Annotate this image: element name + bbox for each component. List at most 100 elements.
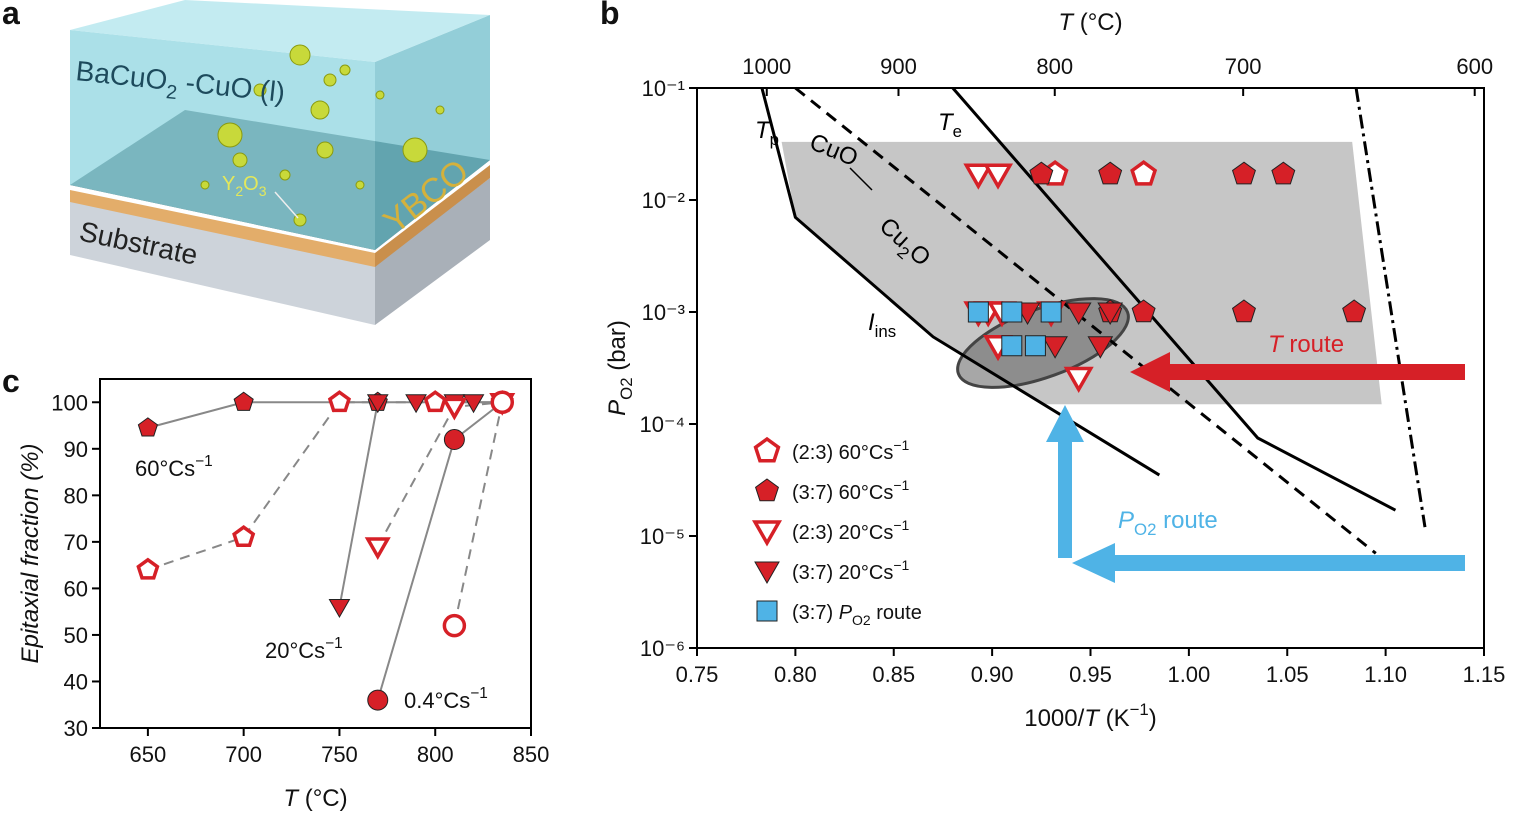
marker [967, 301, 989, 323]
particles [200, 44, 445, 227]
y-axis-label: PO2 (bar) [604, 320, 636, 416]
text-part: −1 [893, 517, 909, 533]
annotation: 20°Cs−1 [265, 635, 343, 663]
x-tick-label: 0.90 [971, 662, 1014, 687]
text-part: −1 [893, 437, 909, 453]
arrow [1130, 352, 1465, 392]
marker [137, 417, 158, 437]
y-tick-label: 60 [64, 576, 88, 601]
x-tick-label: 0.80 [774, 662, 817, 687]
annotation: Tp [755, 117, 779, 149]
text-part: −1 [470, 685, 488, 702]
text-part: O2 [852, 612, 871, 628]
text-part: (3:7) 20°Cs [792, 562, 893, 584]
marker [1231, 161, 1256, 185]
arrow [1046, 405, 1084, 558]
y-tick-label: 90 [64, 437, 88, 462]
annotation: 60°Cs−1 [135, 453, 213, 481]
x-tick-label: 1.05 [1266, 662, 1309, 687]
arrow [1072, 543, 1465, 583]
x-tick-label: 0.85 [872, 662, 915, 687]
text-part: P [1118, 507, 1134, 534]
substrate-front [70, 200, 375, 325]
series-line [376, 401, 503, 548]
text-part: −1 [1130, 700, 1149, 719]
illustration [70, 0, 490, 325]
curve [951, 87, 1397, 512]
text-part: (K [1099, 705, 1130, 732]
marker [1087, 336, 1114, 359]
panel-label: a [2, 0, 20, 31]
text-part: ) [1149, 705, 1157, 732]
text-part: T [938, 109, 955, 136]
buffer-front [70, 190, 375, 267]
text-part: P [839, 602, 853, 624]
marker [983, 163, 1014, 190]
x-tick-label: 1.15 [1463, 662, 1506, 687]
marker [328, 599, 351, 619]
marker [963, 163, 994, 190]
text-part: 60°Cs [135, 456, 195, 481]
text-part: T [283, 785, 300, 812]
x-axis-label: 1000/T (K−1) [1024, 700, 1157, 732]
text-part: T [1058, 9, 1075, 36]
marker [1098, 161, 1123, 185]
y-tick-label: 30 [64, 716, 88, 741]
text-part: O2 [1134, 520, 1156, 539]
series-line [338, 401, 503, 608]
y-axis-label: Epitaxial fraction (%) [17, 443, 44, 663]
marker [366, 394, 389, 414]
curve [1354, 87, 1427, 528]
x2-tick-label: 900 [880, 54, 917, 79]
marker [1271, 161, 1296, 185]
y-tick-label: 10⁻¹ [642, 76, 685, 101]
text-part: (°C) [1073, 9, 1123, 36]
marker [1040, 301, 1062, 323]
y-tick-label: 10⁻⁶ [640, 636, 685, 661]
text-part: (2:3) 20°Cs [792, 522, 893, 544]
x-tick-label: 1.00 [1167, 662, 1210, 687]
annotation: T route [1268, 331, 1344, 358]
marker [405, 394, 427, 414]
liquid-side [375, 15, 490, 250]
marker [367, 689, 389, 711]
legend-label: (3:7) 60°Cs−1 [792, 477, 910, 504]
marker [442, 613, 467, 638]
text-part: ins [875, 322, 896, 341]
cuo-arrow [849, 167, 873, 191]
series-line [147, 401, 503, 571]
text-part: p [770, 130, 779, 149]
y-tick-label: 100 [51, 390, 88, 415]
text-part: O [243, 173, 259, 195]
text-part: e [953, 122, 962, 141]
marker [232, 525, 256, 548]
text-part: 3 [259, 183, 267, 199]
particle-label: Y2O3 [222, 173, 267, 199]
text-part: 2 [235, 183, 243, 199]
marker [756, 600, 778, 622]
text-part: Epitaxial fraction (%) [17, 443, 44, 663]
marker [1131, 299, 1156, 323]
marker [1065, 302, 1092, 326]
liquid-top [70, 0, 490, 62]
marker [753, 436, 781, 463]
text-part: T [1268, 331, 1285, 358]
y-tick-label: 10⁻⁵ [640, 524, 685, 549]
text-part: (°C) [298, 785, 348, 812]
pointer [274, 191, 299, 219]
panel-label: c [2, 363, 20, 399]
text-part: O2 [617, 377, 636, 399]
y-tick-label: 40 [64, 669, 88, 694]
y-tick-label: 50 [64, 623, 88, 648]
x-tick-label: 1.10 [1364, 662, 1407, 687]
buffer-side [375, 165, 490, 267]
text-part: (3:7) [792, 602, 839, 624]
shaded-region [781, 141, 1382, 405]
y-tick-label: 10⁻⁴ [639, 412, 685, 437]
text-part: P [604, 400, 631, 416]
marker [751, 520, 783, 547]
x-tick-label: 750 [321, 742, 358, 767]
y-tick-label: 10⁻³ [642, 300, 685, 325]
text-part: (2:3) 60°Cs [792, 442, 893, 464]
